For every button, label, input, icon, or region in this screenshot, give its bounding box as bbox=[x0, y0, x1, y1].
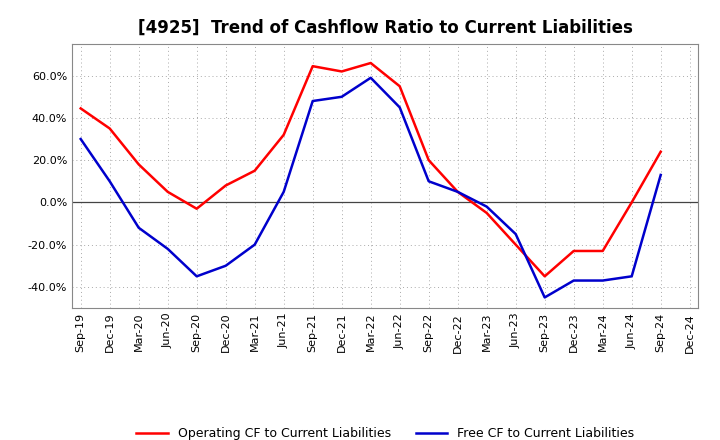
Operating CF to Current Liabilities bbox=[163, 189, 172, 194]
Operating CF to Current Liabilities bbox=[192, 206, 201, 211]
Free CF to Current Liabilities bbox=[366, 75, 375, 81]
Operating CF to Current Liabilities bbox=[135, 162, 143, 167]
Free CF to Current Liabilities bbox=[135, 225, 143, 231]
Legend: Operating CF to Current Liabilities, Free CF to Current Liabilities: Operating CF to Current Liabilities, Fre… bbox=[131, 422, 639, 440]
Free CF to Current Liabilities bbox=[395, 105, 404, 110]
Operating CF to Current Liabilities bbox=[570, 248, 578, 253]
Title: [4925]  Trend of Cashflow Ratio to Current Liabilities: [4925] Trend of Cashflow Ratio to Curren… bbox=[138, 19, 633, 37]
Operating CF to Current Liabilities bbox=[308, 63, 317, 69]
Free CF to Current Liabilities bbox=[76, 136, 85, 142]
Free CF to Current Liabilities bbox=[279, 189, 288, 194]
Free CF to Current Liabilities bbox=[541, 295, 549, 300]
Free CF to Current Liabilities bbox=[570, 278, 578, 283]
Free CF to Current Liabilities bbox=[482, 204, 491, 209]
Operating CF to Current Liabilities bbox=[627, 200, 636, 205]
Operating CF to Current Liabilities bbox=[395, 84, 404, 89]
Operating CF to Current Liabilities bbox=[657, 149, 665, 154]
Free CF to Current Liabilities bbox=[598, 278, 607, 283]
Operating CF to Current Liabilities bbox=[221, 183, 230, 188]
Free CF to Current Liabilities bbox=[192, 274, 201, 279]
Operating CF to Current Liabilities bbox=[76, 106, 85, 111]
Free CF to Current Liabilities bbox=[308, 99, 317, 104]
Free CF to Current Liabilities bbox=[338, 94, 346, 99]
Operating CF to Current Liabilities bbox=[541, 274, 549, 279]
Free CF to Current Liabilities bbox=[454, 189, 462, 194]
Operating CF to Current Liabilities bbox=[511, 242, 520, 247]
Free CF to Current Liabilities bbox=[657, 172, 665, 178]
Operating CF to Current Liabilities bbox=[338, 69, 346, 74]
Free CF to Current Liabilities bbox=[163, 246, 172, 252]
Free CF to Current Liabilities bbox=[627, 274, 636, 279]
Line: Free CF to Current Liabilities: Free CF to Current Liabilities bbox=[81, 78, 661, 297]
Operating CF to Current Liabilities bbox=[251, 168, 259, 173]
Operating CF to Current Liabilities bbox=[105, 126, 114, 131]
Line: Operating CF to Current Liabilities: Operating CF to Current Liabilities bbox=[81, 63, 661, 276]
Free CF to Current Liabilities bbox=[424, 179, 433, 184]
Operating CF to Current Liabilities bbox=[424, 158, 433, 163]
Operating CF to Current Liabilities bbox=[598, 248, 607, 253]
Operating CF to Current Liabilities bbox=[366, 60, 375, 66]
Operating CF to Current Liabilities bbox=[482, 210, 491, 216]
Operating CF to Current Liabilities bbox=[279, 132, 288, 137]
Free CF to Current Liabilities bbox=[511, 231, 520, 237]
Free CF to Current Liabilities bbox=[251, 242, 259, 247]
Operating CF to Current Liabilities bbox=[454, 189, 462, 194]
Free CF to Current Liabilities bbox=[105, 179, 114, 184]
Free CF to Current Liabilities bbox=[221, 263, 230, 268]
